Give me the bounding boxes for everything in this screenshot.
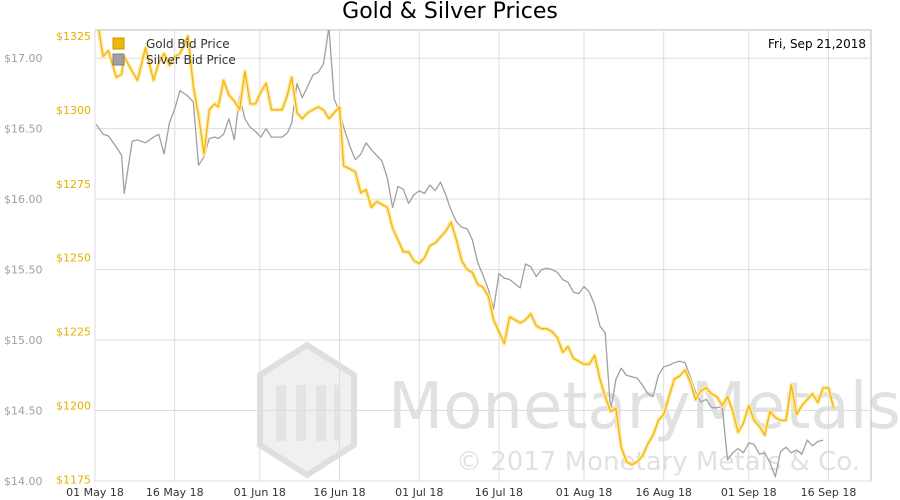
legend: Gold Bid Price Silver Bid Price xyxy=(112,37,236,67)
gold-tick-label: $1175 xyxy=(56,474,91,487)
gold-tick-label: $1200 xyxy=(56,400,91,413)
legend-label-silver: Silver Bid Price xyxy=(146,53,236,67)
gold-tick-label: $1250 xyxy=(56,252,91,265)
right-axis-ticks: $1175 $1200 $1225 $1250 $1275 $1300 $1325 xyxy=(56,30,91,487)
chart-title: Gold & Silver Prices xyxy=(342,0,558,24)
left-tick-label: $14.00 xyxy=(4,475,43,488)
left-tick-label: $16.50 xyxy=(4,123,43,136)
series-layer xyxy=(95,30,836,478)
legend-swatch-silver xyxy=(112,53,125,66)
x-tick-label: 01 Jun 18 xyxy=(234,486,286,499)
x-tick-label: 16 Aug 18 xyxy=(635,486,691,499)
gold-series-line xyxy=(98,30,835,466)
gridlines xyxy=(94,30,871,482)
gold-tick-label: $1325 xyxy=(56,30,91,43)
x-tick-label: 01 Aug 18 xyxy=(556,486,612,499)
x-tick-label: 01 May 18 xyxy=(66,486,124,499)
x-tick-label: 01 Sep 18 xyxy=(721,486,777,499)
gold-tick-label: $1275 xyxy=(56,178,91,191)
left-tick-label: $15.00 xyxy=(4,334,43,347)
x-tick-label: 16 Jun 18 xyxy=(313,486,365,499)
left-axis-ticks: $14.00 $14.50 $15.00 $15.50 $16.00 $16.50 $17.… xyxy=(4,52,43,488)
left-tick-label: $16.00 xyxy=(4,193,43,206)
x-tick-label: 16 Jul 18 xyxy=(475,486,523,499)
gold-tick-label: $1300 xyxy=(56,104,91,117)
x-tick-label: 16 May 18 xyxy=(146,486,204,499)
x-tick-label: 01 Jul 18 xyxy=(395,486,443,499)
x-axis-ticks: 01 May 18 16 May 18 01 Jun 18 16 Jun 18 01 J… xyxy=(66,486,856,499)
left-tick-label: $17.00 xyxy=(4,52,43,65)
legend-label-gold: Gold Bid Price xyxy=(146,37,230,51)
watermark-brand: MonetaryMetals xyxy=(388,370,900,444)
left-tick-label: $15.50 xyxy=(4,264,43,277)
silver-series-line xyxy=(95,30,824,478)
left-tick-label: $14.50 xyxy=(4,405,43,418)
date-label: Fri, Sep 21,2018 xyxy=(768,37,866,51)
gold-tick-label: $1225 xyxy=(56,326,91,339)
legend-swatch-gold xyxy=(112,37,125,50)
watermark: MonetaryMetals © 2017 Monetary Metals & … xyxy=(257,341,900,479)
x-tick-label: 16 Sep 18 xyxy=(801,486,857,499)
